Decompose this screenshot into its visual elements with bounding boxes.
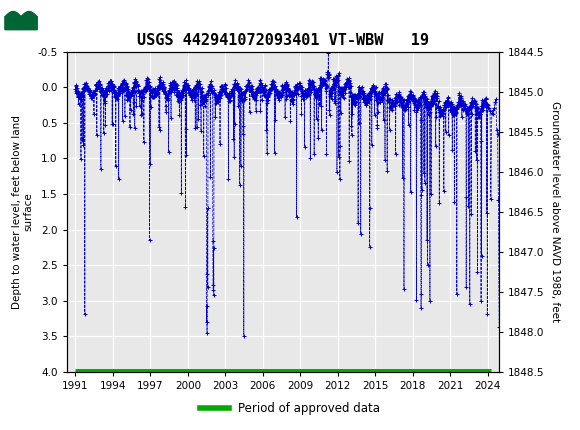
Legend: Period of approved data: Period of approved data bbox=[195, 397, 385, 420]
FancyBboxPatch shape bbox=[5, 3, 37, 29]
Y-axis label: Groundwater level above NAVD 1988, feet: Groundwater level above NAVD 1988, feet bbox=[550, 101, 560, 322]
Text: USGS: USGS bbox=[42, 7, 97, 25]
Y-axis label: Depth to water level, feet below land
surface: Depth to water level, feet below land su… bbox=[12, 115, 33, 309]
Title: USGS 442941072093401 VT-WBW   19: USGS 442941072093401 VT-WBW 19 bbox=[137, 33, 429, 48]
